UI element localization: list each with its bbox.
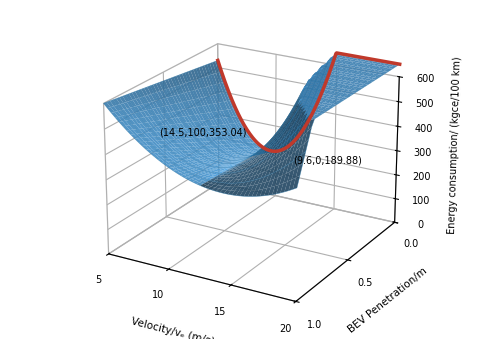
Y-axis label: BEV Penetration/m: BEV Penetration/m <box>346 266 428 335</box>
X-axis label: Velocity/vₑ (m/s): Velocity/vₑ (m/s) <box>130 317 216 339</box>
